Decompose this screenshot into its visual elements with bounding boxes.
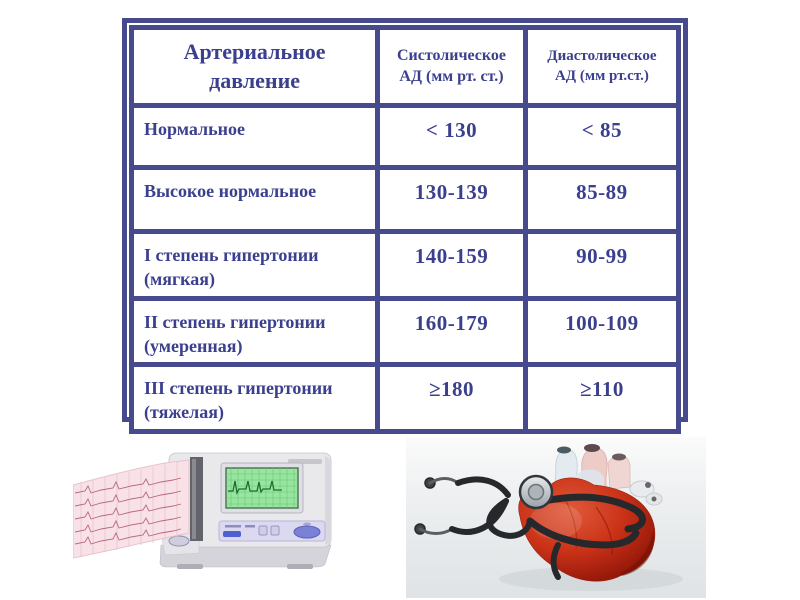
- blood-pressure-table-frame: Артериальное давление Систолическое АД (…: [122, 18, 688, 434]
- header-line: Систолическое: [396, 46, 506, 64]
- table-row: III степень гипертонии (тяжелая) ≥180 ≥1…: [128, 362, 682, 434]
- heart-stethoscope-photo: [406, 437, 706, 598]
- ecg-control-panel: [218, 520, 326, 542]
- diastolic-value-cell: 100-109: [522, 295, 682, 368]
- ecg-screen-grid: [226, 468, 298, 508]
- systolic-value-cell: < 130: [375, 103, 528, 170]
- diastolic-value-cell: 85-89: [522, 165, 682, 234]
- table-row: Высокое нормальное 130-139 85-89: [128, 165, 682, 234]
- table-row: I степень гипертонии (мягкая) 140-159 90…: [128, 229, 682, 301]
- systolic-value-cell: 140-159: [375, 229, 528, 301]
- ecg-machine-photo: [73, 452, 332, 569]
- ecg-machine-foot: [287, 564, 313, 569]
- ecg-machine-side-shade: [325, 455, 331, 545]
- diastolic-value-cell: 90-99: [522, 229, 682, 301]
- table-header-row: Артериальное давление Систолическое АД (…: [128, 25, 682, 108]
- ecg-paper-strip: [73, 459, 190, 559]
- table-row: Нормальное < 130 < 85: [128, 103, 682, 170]
- diastolic-value-cell: < 85: [522, 103, 682, 170]
- header-line: АД (мм рт.ст.): [554, 67, 649, 84]
- column-header-diastolic: Диастолическое АД (мм рт.ст.): [522, 25, 682, 108]
- column-header-category: Артериальное давление: [128, 25, 381, 108]
- ecg-printer-slot-highlight: [192, 459, 196, 539]
- bp-category-cell: III степень гипертонии (тяжелая): [128, 362, 381, 434]
- systolic-value-cell: ≥180: [375, 362, 528, 434]
- bp-category-cell: Высокое нормальное: [128, 165, 381, 234]
- bp-category-cell: II степень гипертонии (умеренная): [128, 295, 381, 368]
- column-header-systolic: Систолическое АД (мм рт. ст.): [375, 25, 528, 108]
- blood-pressure-table: Артериальное давление Систолическое АД (…: [128, 25, 682, 434]
- ecg-machine-foot: [177, 564, 203, 569]
- ecg-panel-button: [270, 525, 280, 536]
- ecg-start-button: [293, 525, 321, 539]
- systolic-value-cell: 160-179: [375, 295, 528, 368]
- stethoscope: [414, 474, 646, 580]
- ecg-printer-slot: [190, 457, 203, 541]
- header-line: Артериальное: [183, 38, 326, 64]
- ecg-machine-base: [159, 544, 332, 568]
- ecg-latch-button: [168, 535, 190, 547]
- header-line: давление: [209, 67, 301, 93]
- diastolic-value-cell: ≥110: [522, 362, 682, 434]
- header-line: Диастолическое: [547, 48, 657, 64]
- bp-category-cell: I степень гипертонии (мягкая): [128, 229, 381, 301]
- header-line: АД (мм рт. ст.): [399, 67, 504, 85]
- systolic-value-cell: 130-139: [375, 165, 528, 234]
- ecg-panel-button: [258, 525, 268, 536]
- bp-category-cell: Нормальное: [128, 103, 381, 170]
- table-row: II степень гипертонии (умеренная) 160-17…: [128, 295, 682, 368]
- ecg-screen-trace: [228, 480, 282, 496]
- ecg-panel-button: [223, 531, 241, 537]
